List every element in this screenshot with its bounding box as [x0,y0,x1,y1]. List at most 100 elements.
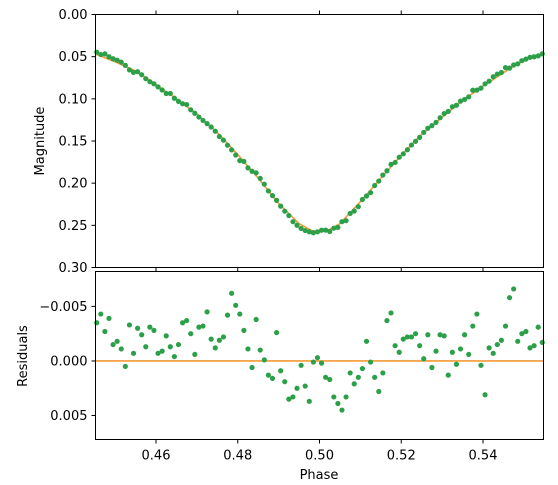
residual-point [294,385,300,391]
magnitude-point [302,227,308,234]
residual-point [163,333,169,339]
magnitude-point [249,168,255,174]
magnitude-point [233,152,239,158]
magnitude-point [470,87,476,93]
residual-point [233,302,239,308]
residual-point [216,337,222,343]
residual-point [155,350,161,356]
residual-point [519,331,525,337]
magnitude-point [515,61,521,67]
magnitude-point [429,123,435,129]
residual-point [335,400,341,407]
magnitude-point [253,170,259,176]
magnitude-tick-label: 0.15 [59,135,88,150]
residual-point [404,334,410,340]
residual-point [466,351,472,358]
residual-point [417,343,423,349]
residual-point [143,344,149,350]
residual-point [282,379,288,385]
magnitude-point [323,227,329,233]
residual-point [159,348,165,354]
magnitude-point [135,69,141,75]
residuals-x-ticks: 0.46 0.48 0.50 0.52 0.54 [142,439,497,464]
magnitude-point [339,219,345,225]
residual-point [265,372,272,378]
magnitude-point [449,104,455,110]
residual-point [249,364,255,371]
phase-tick-label: 0.50 [305,449,334,464]
magnitude-point [482,81,488,87]
residual-point [502,323,509,329]
residual-point [118,346,124,352]
magnitude-point [404,147,410,153]
residual-tick-label: −0.005 [39,300,87,315]
magnitude-point [462,96,468,103]
magnitude-point [441,110,447,117]
phase-tick-label: 0.46 [142,449,171,464]
residual-point [261,357,267,363]
magnitude-point [343,218,349,224]
magnitude-x-ticks [155,10,484,272]
magnitude-point [384,168,390,174]
residual-point [474,311,480,317]
magnitude-point [527,54,533,60]
magnitude-panel: 0.00 0.05 0.10 0.15 0.20 0.25 0.30 Magnitude [33,8,545,276]
magnitude-point [380,172,386,178]
residual-point [151,327,157,334]
residual-point [139,332,145,338]
residual-point [200,323,206,329]
magnitude-point [192,110,198,116]
residual-point [94,320,100,326]
magnitude-point [425,125,431,131]
magnitude-point [237,158,243,164]
residual-point [208,336,214,342]
magnitude-point [519,58,525,64]
residual-point [367,359,374,365]
magnitude-point [376,178,382,184]
magnitude-point [310,230,316,236]
residual-point [482,392,488,398]
magnitude-point [151,81,157,87]
residual-point [278,368,284,374]
magnitude-model-curve [95,53,544,233]
phase-axis-label: Phase [300,468,339,483]
residual-point [359,365,366,372]
magnitude-point [539,51,545,57]
residual-point [355,374,361,380]
magnitude-point [139,72,145,78]
residual-point [539,339,545,346]
residual-point [531,343,537,349]
magnitude-point [347,210,353,217]
residual-point [314,355,321,361]
residuals-panel: 0.46 0.48 0.50 0.52 0.54 −0.005 0.000 0.005 Re… [16,271,545,483]
residual-point [486,345,492,351]
residual-point [196,324,202,330]
residual-point [171,353,177,360]
magnitude-point [400,151,406,157]
magnitude-point [327,228,333,235]
residual-point [298,362,304,368]
residual-point [192,351,198,358]
magnitude-point [118,59,124,65]
residual-point [494,341,500,348]
residual-point [412,331,419,337]
residual-point [229,290,235,296]
magnitude-point [188,107,194,113]
residual-point [535,324,541,330]
magnitude-point [486,78,492,84]
magnitude-point [102,51,108,57]
residual-point [286,396,292,402]
residual-point [490,350,496,356]
residual-point [462,332,468,338]
residual-point [306,398,312,404]
magnitude-point [372,182,378,189]
magnitude-point [229,147,235,153]
magnitude-point [494,71,500,77]
residual-point [135,325,141,331]
residual-point [114,338,120,344]
residual-point [290,394,296,400]
residual-point [179,320,186,326]
magnitude-point [245,165,251,171]
magnitude-point [298,225,304,232]
magnitude-point [417,134,423,140]
